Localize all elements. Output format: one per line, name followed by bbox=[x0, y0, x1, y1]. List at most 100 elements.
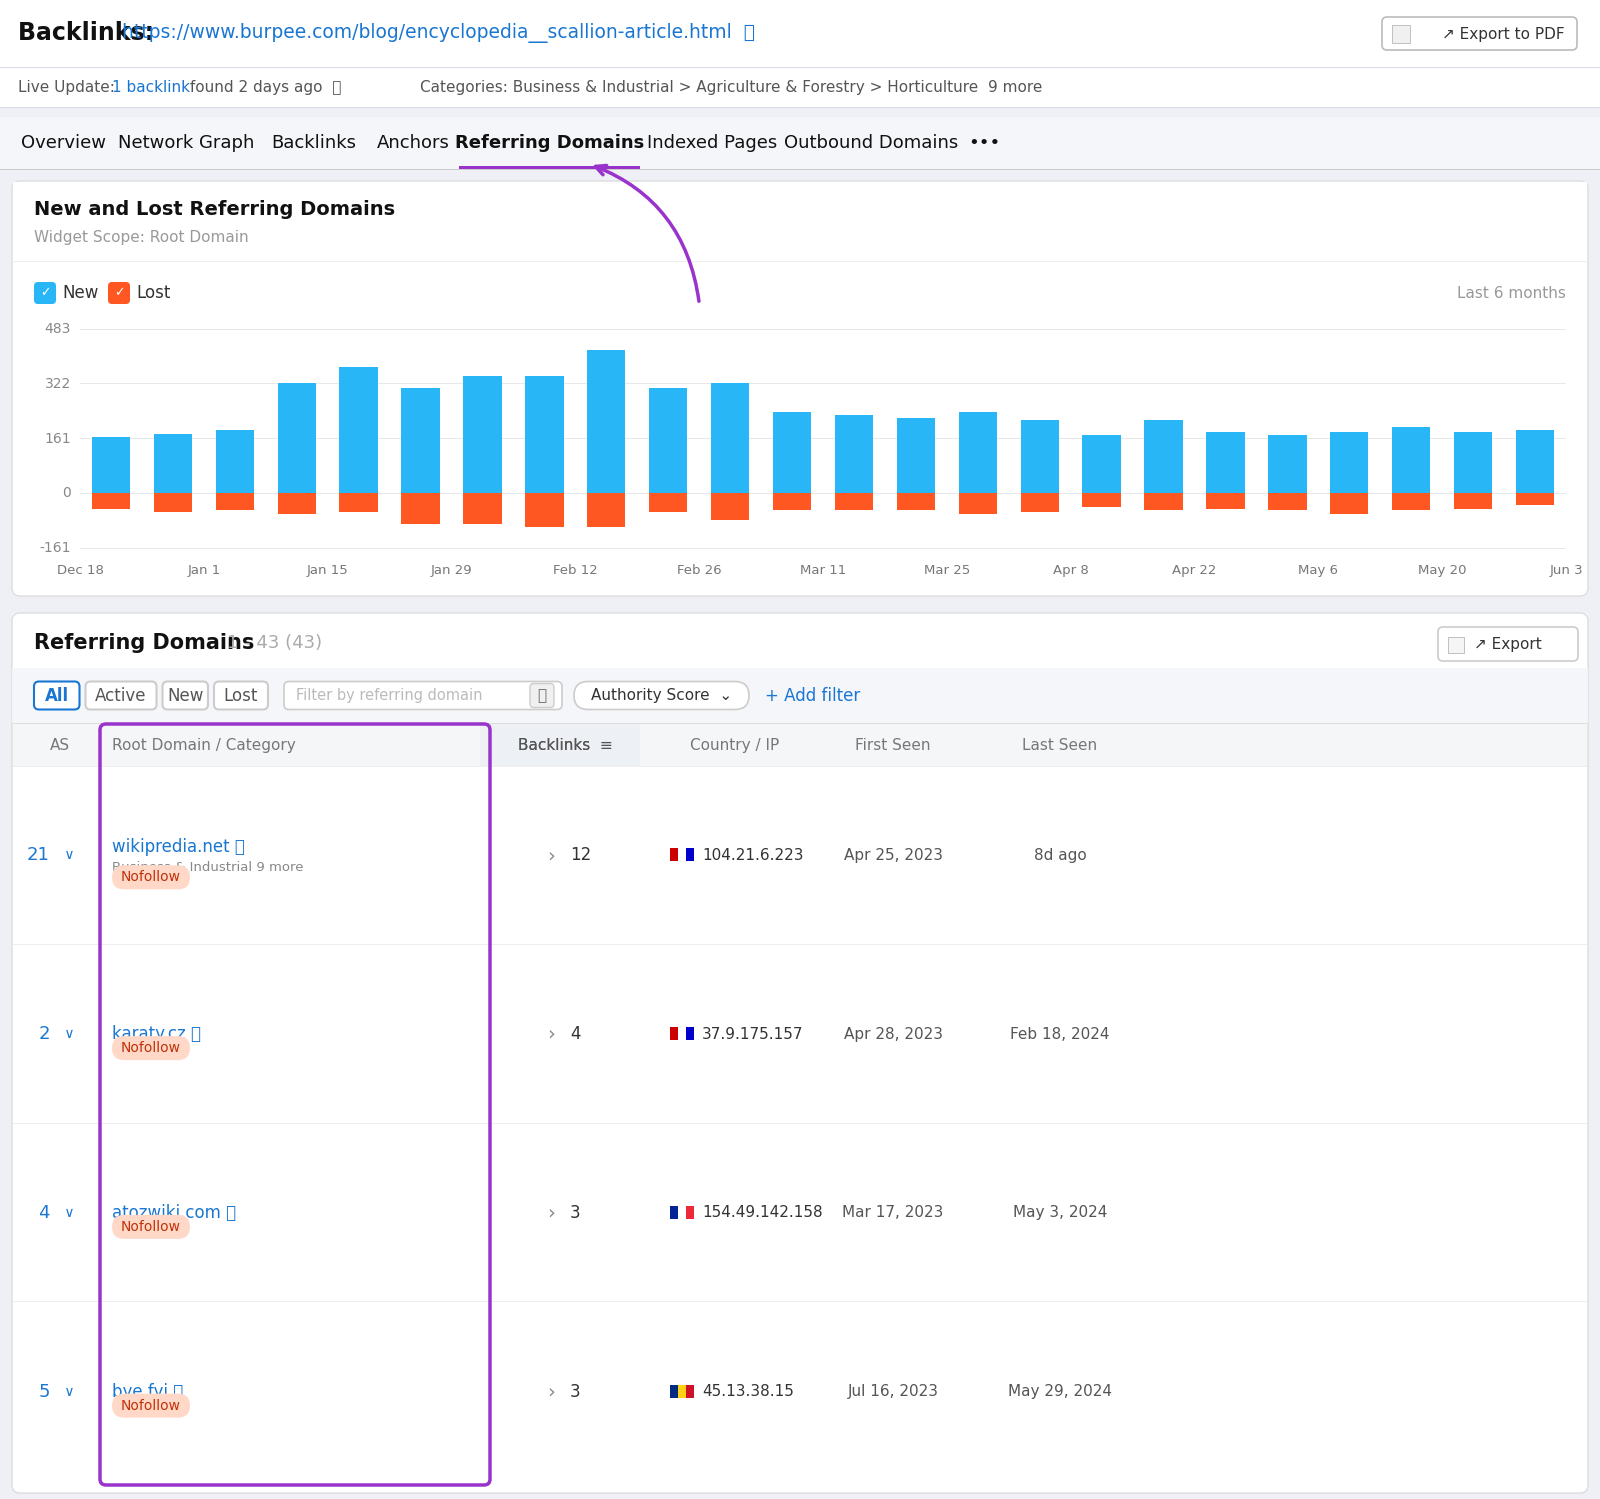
Bar bbox=[1083, 493, 1122, 507]
Text: Outbound Domains: Outbound Domains bbox=[784, 133, 958, 151]
Bar bbox=[678, 848, 686, 862]
Bar bbox=[1269, 493, 1307, 510]
Text: Authority Score  ⌄: Authority Score ⌄ bbox=[590, 688, 733, 703]
Text: 12: 12 bbox=[570, 847, 592, 865]
Bar bbox=[277, 493, 315, 514]
Text: 154.49.142.158: 154.49.142.158 bbox=[702, 1205, 822, 1220]
Text: 3: 3 bbox=[570, 1382, 581, 1400]
Text: ∨: ∨ bbox=[61, 1385, 75, 1399]
FancyBboxPatch shape bbox=[112, 1036, 190, 1060]
Bar bbox=[1021, 420, 1059, 493]
Bar bbox=[0, 168, 1600, 169]
Bar bbox=[896, 493, 934, 510]
Text: Widget Scope: Root Domain: Widget Scope: Root Domain bbox=[34, 229, 248, 244]
FancyBboxPatch shape bbox=[112, 865, 190, 889]
Text: found 2 days ago  ⓘ: found 2 days ago ⓘ bbox=[186, 79, 341, 94]
Bar bbox=[91, 493, 130, 508]
Text: ✓: ✓ bbox=[40, 286, 50, 300]
FancyBboxPatch shape bbox=[574, 682, 749, 709]
Text: First Seen: First Seen bbox=[856, 738, 931, 752]
Bar bbox=[710, 493, 749, 520]
Bar bbox=[1269, 435, 1307, 493]
Text: Live Update:: Live Update: bbox=[18, 79, 120, 94]
Text: All: All bbox=[45, 687, 69, 705]
Bar bbox=[0, 0, 1600, 67]
Bar bbox=[525, 376, 563, 493]
Text: Anchors: Anchors bbox=[378, 133, 450, 151]
Bar bbox=[402, 493, 440, 523]
Bar bbox=[670, 1205, 678, 1219]
Text: ∨: ∨ bbox=[61, 1027, 75, 1042]
Text: Backlinks  ≡: Backlinks ≡ bbox=[518, 738, 613, 752]
Text: Backlinks: Backlinks bbox=[270, 133, 355, 151]
Bar bbox=[1206, 432, 1245, 493]
Bar bbox=[1392, 25, 1410, 43]
Text: New and Lost Referring Domains: New and Lost Referring Domains bbox=[34, 199, 395, 219]
Text: 4: 4 bbox=[38, 1204, 50, 1222]
Text: 483: 483 bbox=[45, 322, 70, 336]
Text: Referring Domains: Referring Domains bbox=[34, 633, 254, 654]
Bar bbox=[1392, 493, 1430, 510]
Text: May 6: May 6 bbox=[1298, 564, 1338, 577]
Text: 1 - 43 (43): 1 - 43 (43) bbox=[227, 634, 322, 652]
Bar bbox=[13, 181, 1587, 261]
Bar bbox=[1330, 432, 1368, 493]
Bar bbox=[1515, 430, 1554, 493]
Text: Jun 3: Jun 3 bbox=[1549, 564, 1582, 577]
Text: Nofollow: Nofollow bbox=[122, 1220, 181, 1234]
Bar bbox=[464, 376, 502, 493]
Bar bbox=[678, 1385, 686, 1397]
Text: ↗ Export: ↗ Export bbox=[1474, 637, 1542, 652]
Bar bbox=[587, 493, 626, 528]
Text: bye.fyi ⧉: bye.fyi ⧉ bbox=[112, 1382, 184, 1400]
Bar bbox=[0, 117, 1600, 169]
Bar bbox=[1454, 432, 1493, 493]
Text: Last Seen: Last Seen bbox=[1022, 738, 1098, 752]
Text: karaty.cz ⧉: karaty.cz ⧉ bbox=[112, 1025, 202, 1043]
Text: Mar 17, 2023: Mar 17, 2023 bbox=[842, 1205, 944, 1220]
Text: 161: 161 bbox=[45, 432, 70, 445]
Bar bbox=[1448, 637, 1464, 654]
Text: •••: ••• bbox=[968, 133, 1000, 151]
Text: 21: 21 bbox=[27, 847, 50, 865]
FancyBboxPatch shape bbox=[34, 682, 80, 709]
Bar bbox=[13, 613, 1587, 669]
Bar bbox=[686, 848, 694, 862]
Text: ⌕: ⌕ bbox=[538, 688, 547, 703]
Bar bbox=[686, 1385, 694, 1397]
Text: 104.21.6.223: 104.21.6.223 bbox=[702, 848, 803, 863]
Bar bbox=[1021, 493, 1059, 513]
FancyBboxPatch shape bbox=[1438, 627, 1578, 661]
Bar bbox=[958, 412, 997, 493]
Text: Apr 28, 2023: Apr 28, 2023 bbox=[843, 1027, 942, 1042]
Text: Overview: Overview bbox=[21, 133, 107, 151]
FancyBboxPatch shape bbox=[214, 682, 269, 709]
Text: Jul 16, 2023: Jul 16, 2023 bbox=[848, 1384, 939, 1399]
Text: Feb 12: Feb 12 bbox=[554, 564, 598, 577]
FancyBboxPatch shape bbox=[109, 282, 130, 304]
Bar bbox=[587, 351, 626, 493]
FancyBboxPatch shape bbox=[112, 1214, 190, 1238]
Bar bbox=[650, 493, 688, 513]
Bar bbox=[525, 493, 563, 528]
Text: Root Domain / Category: Root Domain / Category bbox=[112, 738, 296, 752]
Text: Lost: Lost bbox=[136, 283, 170, 301]
Text: AS: AS bbox=[50, 738, 70, 752]
Text: 37.9.175.157: 37.9.175.157 bbox=[702, 1027, 803, 1042]
Bar bbox=[650, 388, 688, 493]
Text: 3: 3 bbox=[570, 1204, 581, 1222]
FancyBboxPatch shape bbox=[1382, 16, 1578, 49]
Bar bbox=[670, 1385, 678, 1397]
Text: Apr 22: Apr 22 bbox=[1173, 564, 1216, 577]
Bar bbox=[402, 388, 440, 493]
Text: Last 6 months: Last 6 months bbox=[1458, 285, 1566, 300]
Text: May 20: May 20 bbox=[1418, 564, 1467, 577]
Text: 5: 5 bbox=[38, 1382, 50, 1400]
Text: Lost: Lost bbox=[224, 687, 258, 705]
Bar bbox=[1454, 493, 1493, 508]
Text: 1 backlink: 1 backlink bbox=[112, 79, 190, 94]
Bar bbox=[773, 412, 811, 493]
Text: Jan 1: Jan 1 bbox=[187, 564, 221, 577]
Text: Feb 18, 2024: Feb 18, 2024 bbox=[1010, 1027, 1110, 1042]
Text: 45.13.38.15: 45.13.38.15 bbox=[702, 1384, 794, 1399]
